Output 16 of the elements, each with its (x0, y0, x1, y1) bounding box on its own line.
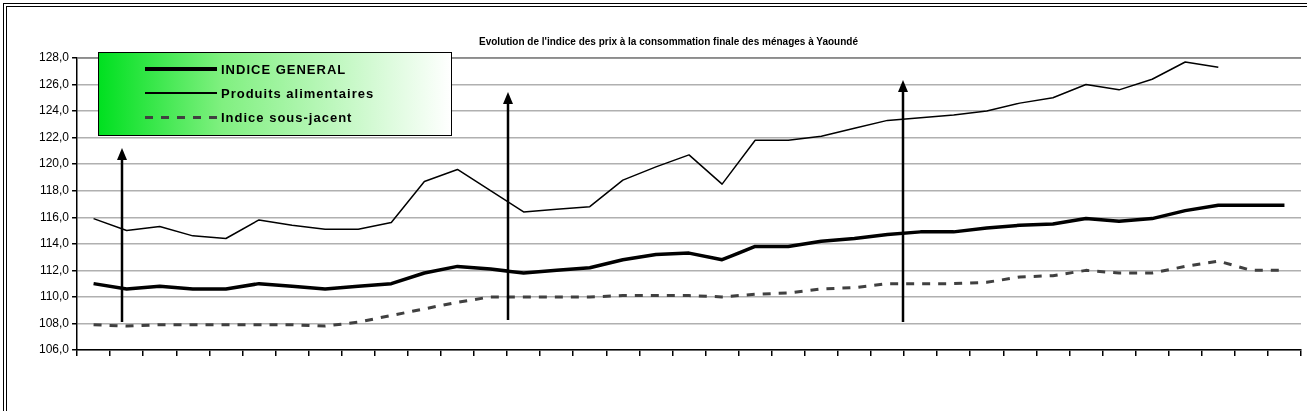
y-tick-label: 106,0 (39, 342, 70, 357)
y-tick-label: 114,0 (39, 236, 70, 251)
y-tick-label: 110,0 (39, 289, 70, 304)
legend-label: Indice sous-jacent (221, 109, 353, 125)
y-tick-label: 122,0 (39, 129, 70, 144)
y-tick-label: 116,0 (39, 209, 70, 224)
y-tick-label: 108,0 (39, 315, 70, 330)
chart-title: Evolution de l'indice des prix à la consommation finale des ménages à Yaoundé (479, 35, 859, 47)
y-tick-label: 112,0 (39, 262, 70, 277)
y-tick-label: 120,0 (39, 156, 70, 171)
legend-label: Produits alimentaires (221, 85, 375, 101)
y-tick-label: 126,0 (39, 76, 70, 91)
legend-label: INDICE GENERAL (221, 61, 347, 77)
y-tick-label: 118,0 (39, 183, 70, 198)
y-tick-label: 124,0 (39, 103, 70, 118)
y-tick-label: 128,0 (39, 50, 70, 65)
